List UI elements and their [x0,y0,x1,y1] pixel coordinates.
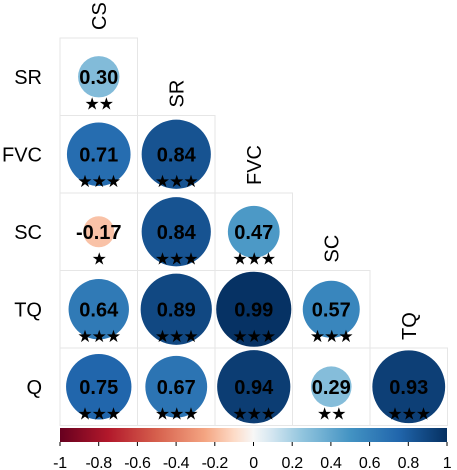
significance-stars: ★★★ [310,327,353,347]
grid-cell [369,347,448,426]
column-label: CS [89,2,111,30]
row-label: Q [26,377,42,399]
colorbar-tick-label: 0.4 [320,455,342,470]
column-label: SR [166,80,188,108]
correlation-circle [83,216,115,248]
text-layer: 0.30★★0.71★★★0.84★★★-0.17★0.84★★★0.47★★★… [76,67,432,425]
colorbar-tick-label: -0.4 [163,455,190,470]
significance-stars: ★★★ [232,405,275,425]
column-label: SC [321,235,343,263]
correlation-circle [216,271,292,347]
correlation-label: 0.75 [79,377,118,399]
correlation-label: 0.94 [234,377,274,399]
correlation-circle [302,280,360,338]
variable-labels: SR FVC SC TQ Q CS SR FVC SC TQ [2,2,421,399]
significance-stars: ★★★ [155,327,198,347]
colorbar-tick-label: 0 [249,455,258,470]
significance-stars: ★★★ [155,172,198,192]
row-label: TQ [14,299,42,321]
colorbar-tick-label: 0.8 [398,455,420,470]
correlation-circle [68,279,129,340]
correlation-circle [66,354,132,420]
correlation-circle [217,350,291,424]
grid-layer [59,37,448,426]
colorbar-tick-label: -0.2 [202,455,229,470]
correlation-circle [66,122,131,187]
significance-stars: ★★ [85,95,114,115]
colorbar-tick-label: 1 [443,455,452,470]
colorbar: -1 -0.8 -0.6 -0.4 -0.2 0 0.2 0.4 0.6 0.8 1 [53,428,452,470]
column-label: FVC [244,145,266,185]
colorbar-tick-label: 0.6 [359,455,381,470]
correlation-label: 0.64 [79,299,119,321]
row-label: FVC [2,144,42,166]
significance-stars: ★★★ [77,327,120,347]
correlation-circle [227,205,280,258]
correlation-label: 0.84 [157,144,197,166]
correlation-circle [145,355,208,418]
significance-stars: ★★★ [387,405,430,425]
correlation-label: 0.93 [389,377,428,399]
correlation-circle [78,56,120,98]
significance-stars: ★★★ [77,405,120,425]
significance-stars: ★ [92,250,107,270]
colorbar-tick-label: -1 [53,455,67,470]
row-label: SR [14,67,42,89]
correlation-circle [140,273,212,345]
correlation-label: 0.89 [157,299,196,321]
correlation-label: 0.57 [312,299,351,321]
colorbar-tick-label: -0.8 [86,455,113,470]
colorbar-gradient [60,428,447,442]
significance-stars: ★★★ [77,172,120,192]
column-label: TQ [399,312,421,340]
significance-stars: ★★ [317,405,346,425]
correlation-label: 0.67 [157,377,196,399]
circle-layer [66,56,446,424]
significance-stars: ★★★ [232,327,275,347]
correlation-label: 0.71 [79,144,118,166]
correlation-label: 0.30 [79,67,118,89]
correlation-label: 0.84 [157,222,197,244]
correlation-circle [310,366,352,408]
correlation-label: 0.47 [234,222,273,244]
row-label: SC [14,222,42,244]
colorbar-tick-label: 0.2 [282,455,304,470]
correlation-label: 0.29 [312,377,351,399]
correlation-circle [141,197,211,267]
colorbar-tick-label: -0.6 [124,455,151,470]
correlation-label: 0.99 [234,299,273,321]
significance-stars: ★★★ [232,250,275,270]
correlation-label: -0.17 [76,222,122,244]
significance-stars: ★★★ [155,250,198,270]
significance-stars: ★★★ [155,405,198,425]
correlation-circle [372,350,446,424]
correlation-circle [141,119,211,189]
